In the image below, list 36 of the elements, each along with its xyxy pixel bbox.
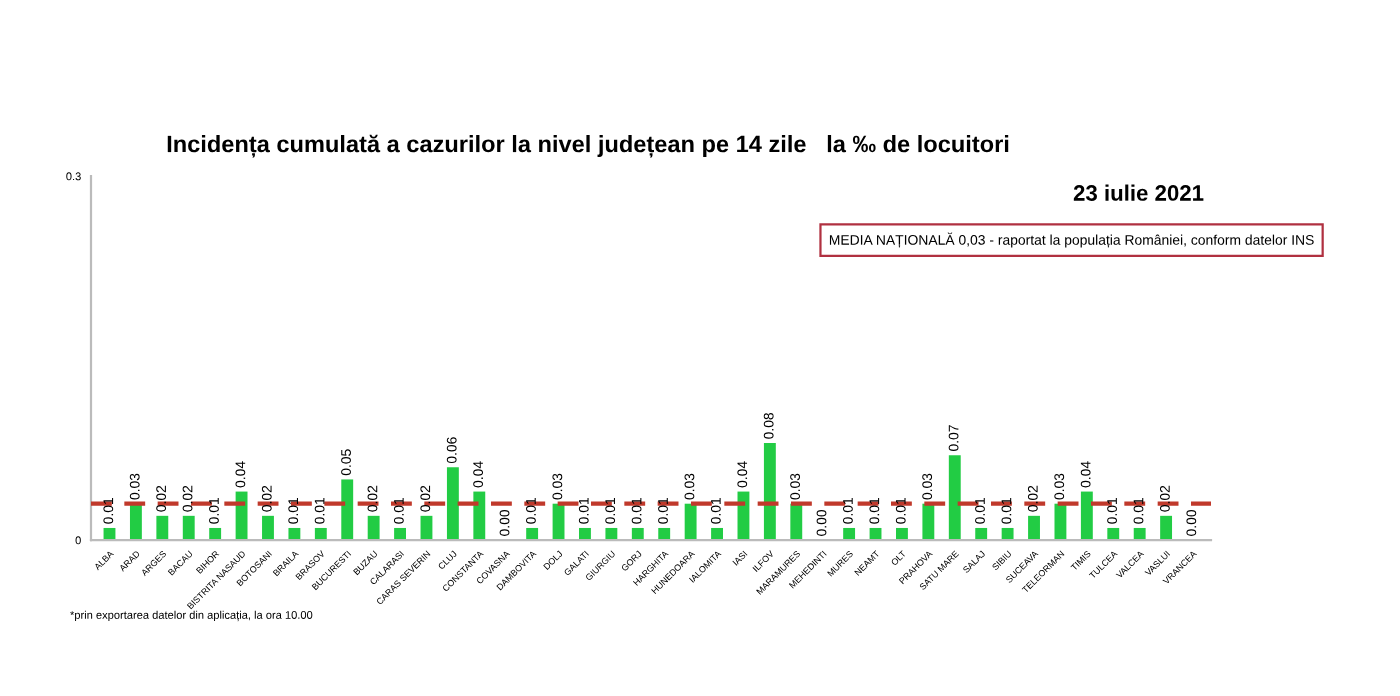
bar (156, 515, 169, 541)
chart-title: Incidența cumulată a cazurilor la nivel județean pe 14 zile la ‰ de locuitori (167, 134, 1009, 158)
bar (394, 527, 406, 541)
bar (1028, 515, 1040, 541)
bar (948, 455, 961, 541)
bar (605, 527, 618, 541)
bar (235, 491, 248, 541)
bar (526, 527, 539, 541)
bar (684, 503, 697, 541)
bar (1001, 527, 1014, 541)
bar (209, 527, 222, 541)
bar (1107, 527, 1120, 541)
bar (631, 527, 644, 541)
bar (446, 467, 459, 541)
bar (975, 527, 988, 541)
bar (922, 503, 935, 541)
bar (658, 527, 671, 541)
bar (288, 527, 301, 541)
bar (129, 503, 142, 541)
bar (711, 527, 723, 541)
chart-subtitle: 23 iulie 2021 (1073, 184, 1204, 201)
bar (367, 515, 380, 541)
bar (182, 515, 195, 541)
bar (1080, 491, 1093, 541)
bar (1054, 503, 1067, 541)
bar (763, 443, 776, 541)
bar (896, 527, 908, 541)
bar (1133, 527, 1146, 541)
bar (314, 527, 327, 541)
bar (843, 527, 856, 541)
bar (262, 515, 274, 541)
bar (790, 503, 803, 541)
bar (473, 491, 486, 541)
bar (341, 479, 354, 541)
bar (1160, 515, 1173, 541)
bar (579, 527, 591, 541)
